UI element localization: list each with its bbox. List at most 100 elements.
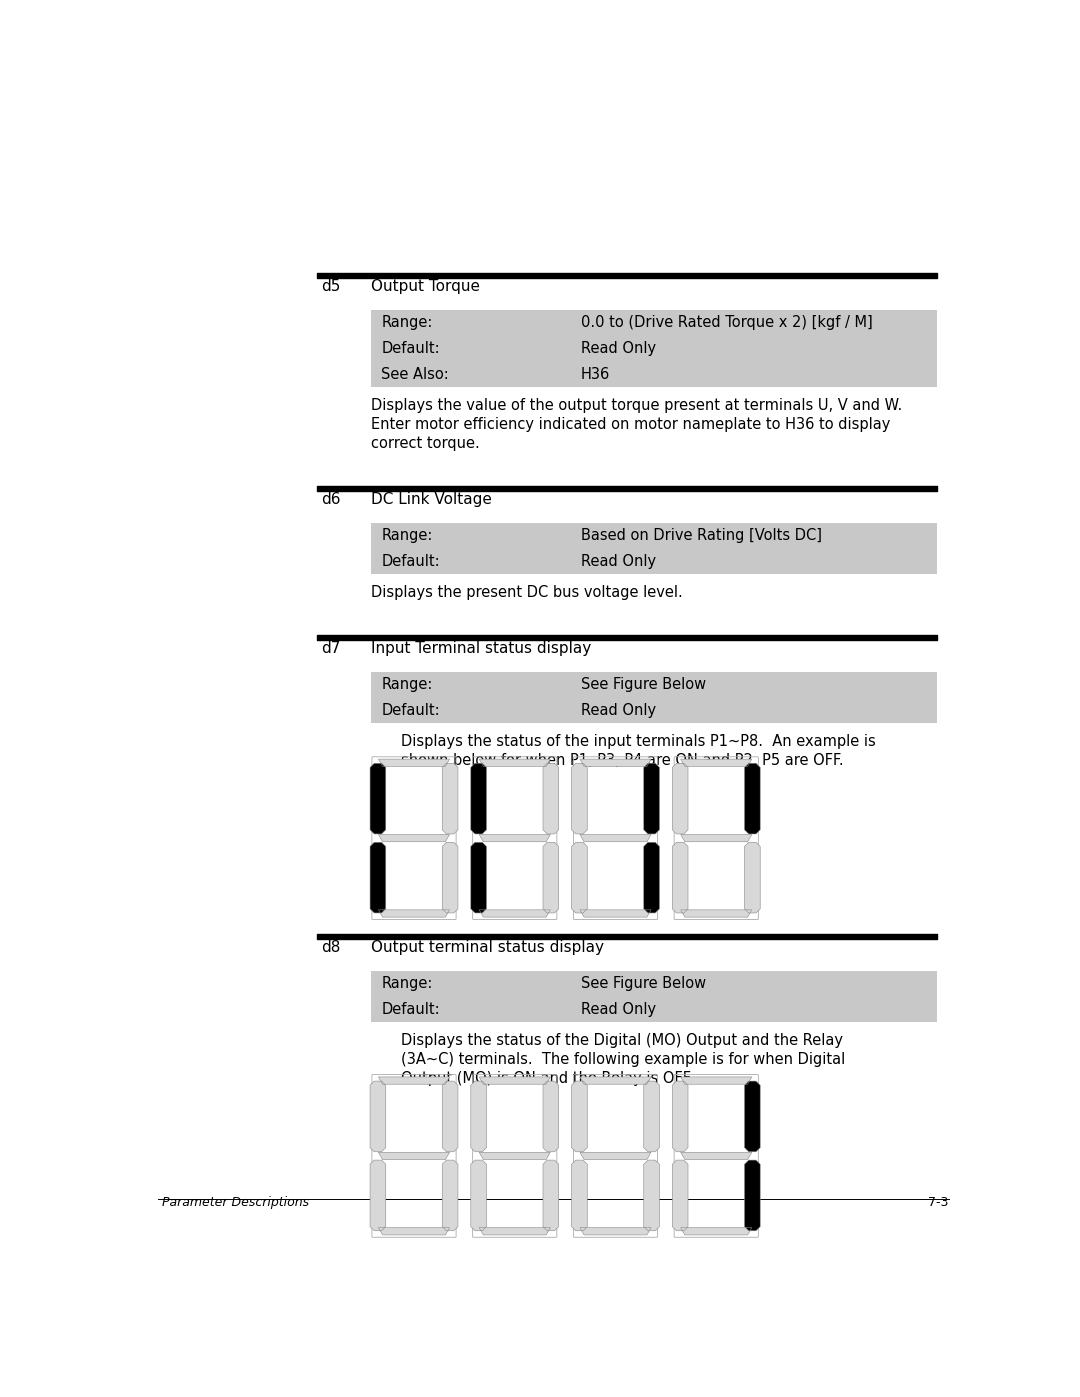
Text: Default:: Default:: [381, 1002, 440, 1017]
Text: Input Terminal status display: Input Terminal status display: [372, 641, 592, 655]
Polygon shape: [571, 1160, 588, 1231]
Polygon shape: [471, 1160, 486, 1231]
Text: See Figure Below: See Figure Below: [581, 977, 705, 990]
Polygon shape: [673, 1081, 688, 1151]
Text: Displays the value of the output torque present at terminals U, V and W.: Displays the value of the output torque …: [372, 398, 903, 414]
FancyBboxPatch shape: [372, 971, 937, 996]
Polygon shape: [744, 763, 760, 834]
Polygon shape: [442, 1160, 458, 1231]
Polygon shape: [543, 763, 558, 834]
Text: Range:: Range:: [381, 316, 433, 331]
Polygon shape: [644, 1081, 660, 1151]
Text: Output Torque: Output Torque: [372, 279, 481, 295]
Polygon shape: [580, 1228, 651, 1235]
Text: d7: d7: [321, 641, 340, 655]
Text: Displays the status of the input terminals P1~P8.  An example is: Displays the status of the input termina…: [401, 733, 876, 749]
Text: Range:: Range:: [381, 678, 433, 692]
Polygon shape: [370, 842, 386, 914]
Polygon shape: [480, 1228, 551, 1235]
Text: d6: d6: [321, 492, 340, 507]
Polygon shape: [673, 763, 688, 834]
Text: (3A~C) terminals.  The following example is for when Digital: (3A~C) terminals. The following example …: [401, 1052, 845, 1067]
Text: Enter motor efficiency indicated on motor nameplate to H36 to display: Enter motor efficiency indicated on moto…: [372, 418, 891, 432]
Text: DC Link Voltage: DC Link Voltage: [372, 492, 492, 507]
Text: See Also:: See Also:: [381, 367, 449, 381]
Polygon shape: [480, 909, 551, 916]
Text: Output (MO) is ON and the Relay is OFF.: Output (MO) is ON and the Relay is OFF.: [401, 1070, 693, 1085]
Text: d5: d5: [321, 279, 340, 295]
Polygon shape: [571, 842, 588, 914]
Polygon shape: [378, 759, 449, 767]
FancyBboxPatch shape: [372, 996, 937, 1023]
Text: Read Only: Read Only: [581, 341, 656, 356]
Text: 7-3: 7-3: [929, 1196, 948, 1208]
Polygon shape: [580, 834, 651, 842]
Text: Read Only: Read Only: [581, 1002, 656, 1017]
Text: Displays the status of the Digital (MO) Output and the Relay: Displays the status of the Digital (MO) …: [401, 1032, 842, 1048]
Polygon shape: [673, 1160, 688, 1231]
Polygon shape: [378, 1153, 449, 1160]
FancyBboxPatch shape: [372, 335, 937, 362]
Text: Range:: Range:: [381, 977, 433, 990]
Polygon shape: [370, 763, 386, 834]
Polygon shape: [370, 1160, 386, 1231]
Text: shown below for when P1, P3, P4 are ON and P2, P5 are OFF.: shown below for when P1, P3, P4 are ON a…: [401, 753, 843, 768]
Polygon shape: [744, 1160, 760, 1231]
Polygon shape: [378, 909, 449, 916]
Text: 0.0 to (Drive Rated Torque x 2) [kgf / M]: 0.0 to (Drive Rated Torque x 2) [kgf / M…: [581, 316, 873, 331]
Polygon shape: [644, 1160, 660, 1231]
Polygon shape: [378, 834, 449, 842]
Polygon shape: [673, 842, 688, 914]
Polygon shape: [580, 1153, 651, 1160]
Polygon shape: [744, 842, 760, 914]
Polygon shape: [471, 763, 486, 834]
Polygon shape: [543, 1081, 558, 1151]
Text: Displays the present DC bus voltage level.: Displays the present DC bus voltage leve…: [372, 585, 684, 599]
Text: Read Only: Read Only: [581, 553, 656, 569]
Polygon shape: [680, 1077, 752, 1084]
Polygon shape: [442, 1081, 458, 1151]
FancyBboxPatch shape: [372, 672, 937, 697]
Polygon shape: [644, 842, 660, 914]
FancyBboxPatch shape: [372, 697, 937, 724]
Polygon shape: [580, 909, 651, 916]
FancyBboxPatch shape: [372, 310, 937, 335]
Text: Default:: Default:: [381, 553, 440, 569]
Polygon shape: [370, 1081, 386, 1151]
Text: d8: d8: [321, 940, 340, 954]
FancyBboxPatch shape: [372, 522, 937, 549]
Polygon shape: [744, 1081, 760, 1151]
Text: Output terminal status display: Output terminal status display: [372, 940, 605, 954]
Polygon shape: [480, 1077, 551, 1084]
Polygon shape: [580, 1077, 651, 1084]
Text: H36: H36: [581, 367, 610, 381]
Text: Default:: Default:: [381, 703, 440, 718]
Polygon shape: [680, 759, 752, 767]
Polygon shape: [378, 1077, 449, 1084]
Polygon shape: [480, 759, 551, 767]
Polygon shape: [680, 834, 752, 842]
Text: Read Only: Read Only: [581, 703, 656, 718]
Text: correct torque.: correct torque.: [372, 436, 481, 451]
Polygon shape: [571, 1081, 588, 1151]
Text: Range:: Range:: [381, 528, 433, 543]
Polygon shape: [543, 842, 558, 914]
Polygon shape: [442, 763, 458, 834]
Polygon shape: [644, 763, 660, 834]
Polygon shape: [580, 759, 651, 767]
FancyBboxPatch shape: [372, 362, 937, 387]
Polygon shape: [543, 1160, 558, 1231]
Polygon shape: [480, 834, 551, 842]
Polygon shape: [442, 842, 458, 914]
Text: Based on Drive Rating [Volts DC]: Based on Drive Rating [Volts DC]: [581, 528, 822, 543]
Text: Default:: Default:: [381, 341, 440, 356]
Polygon shape: [480, 1153, 551, 1160]
Polygon shape: [378, 1228, 449, 1235]
Text: See Figure Below: See Figure Below: [581, 678, 705, 692]
Polygon shape: [680, 909, 752, 916]
Polygon shape: [471, 1081, 486, 1151]
Polygon shape: [571, 763, 588, 834]
FancyBboxPatch shape: [372, 549, 937, 574]
Text: Parameter Descriptions: Parameter Descriptions: [162, 1196, 309, 1208]
Polygon shape: [680, 1228, 752, 1235]
